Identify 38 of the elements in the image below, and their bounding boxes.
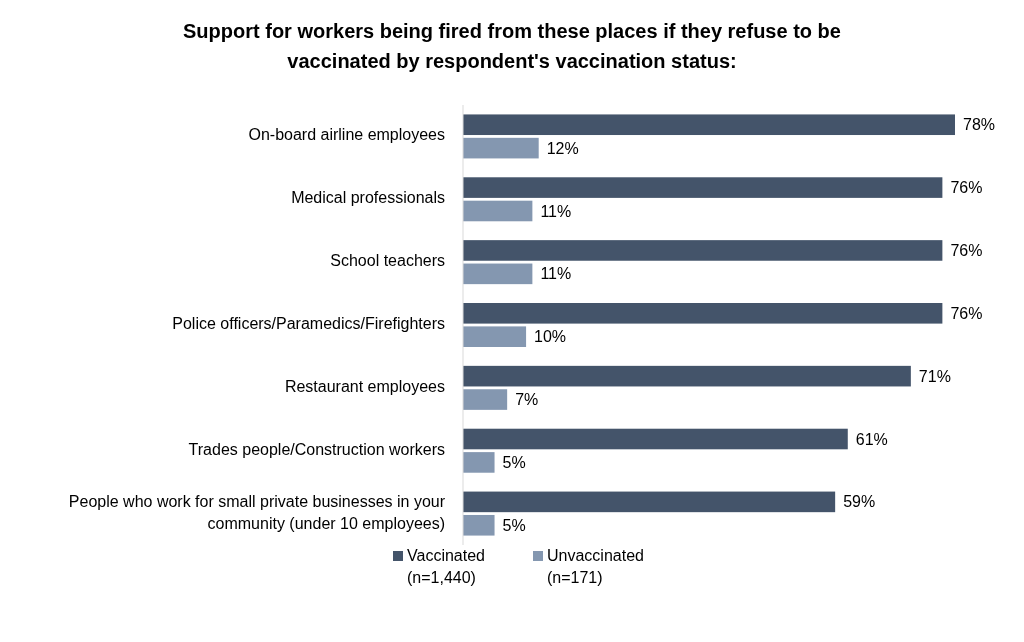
data-label: 10%	[534, 328, 567, 346]
data-label: 5%	[502, 454, 526, 472]
data-label: 78%	[963, 116, 996, 134]
bar	[463, 365, 911, 387]
bar	[463, 114, 955, 136]
data-label: 76%	[950, 179, 983, 197]
data-label: 76%	[950, 242, 983, 260]
data-label: 11%	[540, 202, 572, 220]
legend-label: Vaccinated (n=1,440)	[407, 547, 485, 586]
bar	[463, 240, 943, 261]
bar	[463, 177, 943, 198]
data-label: 61%	[855, 430, 888, 448]
data-label: 5%	[502, 516, 526, 534]
bar	[463, 452, 495, 473]
bar	[463, 200, 533, 222]
y-tick-label: On-board airline employees	[248, 126, 445, 144]
bar	[463, 303, 943, 324]
bar	[463, 389, 508, 410]
data-label: 59%	[843, 493, 876, 511]
data-label: 11%	[540, 265, 572, 283]
data-label: 76%	[950, 304, 983, 322]
y-tick-label: People who work for small private businesses in your community (under 10 employees)	[68, 492, 446, 532]
y-tick-label: School teachers	[330, 252, 445, 270]
chart-title: Support for workers being fired from these places if they refuse to be vaccinated by respondent's vaccination status:	[183, 20, 841, 72]
data-label: 7%	[515, 391, 539, 409]
y-tick-label: Medical professionals	[291, 189, 445, 207]
bar	[463, 137, 539, 159]
bar	[463, 428, 848, 450]
bar	[463, 326, 527, 347]
bar	[463, 514, 495, 536]
y-tick-label: Trades people/Construction workers	[188, 440, 445, 458]
y-tick-label: Police officers/Paramedics/Firefighters	[172, 315, 445, 333]
y-tick-label: Restaurant employees	[284, 378, 445, 396]
bar	[463, 491, 836, 513]
legend-label: Unvaccinated (n=171)	[547, 547, 644, 586]
data-label: 12%	[546, 139, 579, 157]
bar	[463, 263, 533, 285]
data-label: 71%	[918, 367, 951, 385]
